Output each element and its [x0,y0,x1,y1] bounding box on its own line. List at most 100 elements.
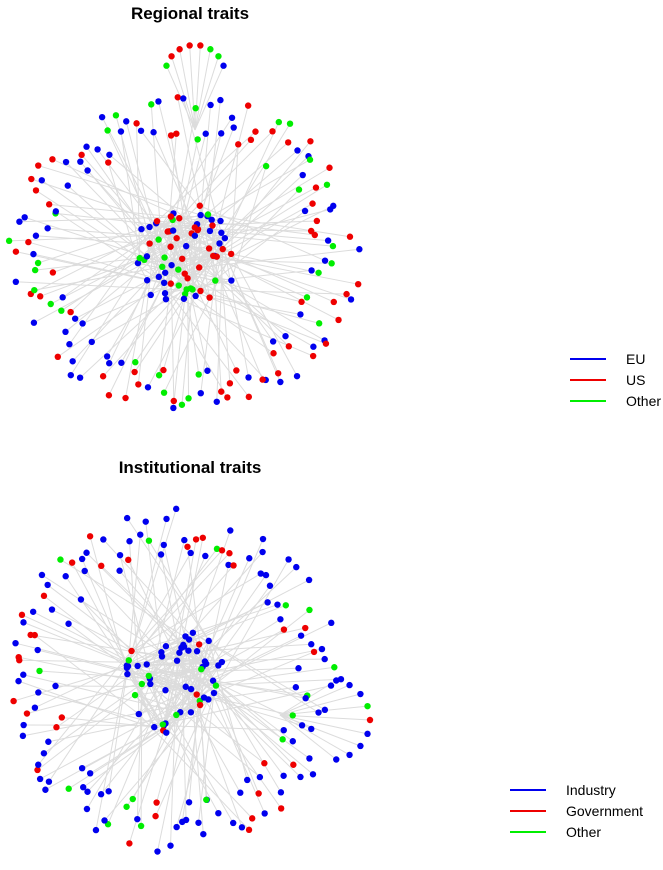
institutional-node [187,685,195,693]
institutional-node [36,775,44,783]
regional-node [294,147,301,154]
institutional-node [259,548,266,556]
regional-edge [136,123,141,259]
institutional-node [245,826,253,834]
institutional-node [187,549,194,557]
regional-node [323,181,331,188]
institutional-node [274,601,281,608]
institutional-edge [199,705,207,800]
institutional-edge [68,623,128,669]
regional-node [161,290,169,297]
institutional-edge [23,621,192,690]
regional-node [301,207,309,215]
regional-node [308,267,315,274]
regional-edge [230,253,298,377]
regional-node [173,234,180,242]
institutional-node [98,562,105,570]
institutional-node [129,795,136,803]
regional-edge [91,289,187,343]
institutional-node [237,789,244,796]
institutional-node [261,810,268,817]
institutional-edge [148,675,234,824]
regional-node [106,151,113,158]
legend-swatch-eu [570,357,606,360]
institutional-node [261,760,268,767]
institutional-node [128,647,135,655]
institutional-edge [197,692,215,823]
institutional-node [23,710,31,717]
regional-node [307,138,314,145]
institutional-node [116,551,124,559]
institutional-edge [196,650,282,793]
regional-node [106,360,113,367]
legend-label-us: US [626,371,646,388]
regional-node [45,201,53,208]
institutional-node [42,786,49,793]
regional-edge [200,210,306,292]
regional-node [52,208,60,215]
regional-node [137,127,145,134]
institutional-edge [146,565,234,665]
legend-item-industry: Industry [510,779,643,800]
institutional-node [202,552,209,560]
institutional-node [185,647,192,654]
regional-node [194,226,201,234]
regional-node [275,118,283,126]
regional-node [160,389,168,396]
regional-edge [72,215,208,362]
institutional-node [126,538,133,545]
institutional-node [142,518,149,525]
institutional-edge [126,548,218,669]
regional-edge [120,282,165,364]
institutional-node [125,556,132,564]
regional-node [328,260,335,267]
institutional-node [218,547,226,554]
institutional-node [230,562,237,569]
institutional-node [215,662,222,669]
institutional-edge [212,680,285,777]
regional-edge [194,65,224,131]
institutional-node [38,571,46,579]
regional-node [99,373,107,380]
institutional-node [181,536,188,544]
institutional-edge [45,724,164,791]
institutional-node [163,515,170,523]
institutional-node [279,736,286,743]
regional-edge [147,295,197,388]
institutional-node [327,682,335,689]
regional-node [168,261,175,269]
institutional-node [277,616,284,623]
institutional-node [154,848,161,855]
regional-edge [164,133,177,273]
institutional-node [193,648,201,655]
institutional-node [225,561,232,569]
regional-node [170,404,177,412]
regional-node [247,136,255,144]
institutional-node [52,682,59,690]
regional-node [326,164,333,171]
institutional-node [81,567,88,575]
regional-edge [219,243,231,384]
legend-swatch-us [570,378,606,381]
legend-item-eu: EU [570,348,661,369]
institutional-node [101,817,108,824]
institutional-node [40,750,48,757]
institutional-node [262,571,270,579]
regional-node [155,273,163,281]
institutional-edge [155,699,209,817]
regional-node [354,280,362,288]
regional-node [245,374,252,381]
institutional-node [62,573,69,580]
regional-node [79,320,86,327]
institutional-node [357,690,364,698]
regional-node [202,130,209,137]
regional-edge [198,228,312,232]
institutional-node [100,536,107,543]
regional-node [77,158,84,165]
regional-node [356,246,363,253]
regional-node [35,162,42,169]
institutional-node [305,576,313,584]
regional-node [31,266,39,274]
regional-edge [186,289,200,375]
regional-edge [125,121,166,273]
